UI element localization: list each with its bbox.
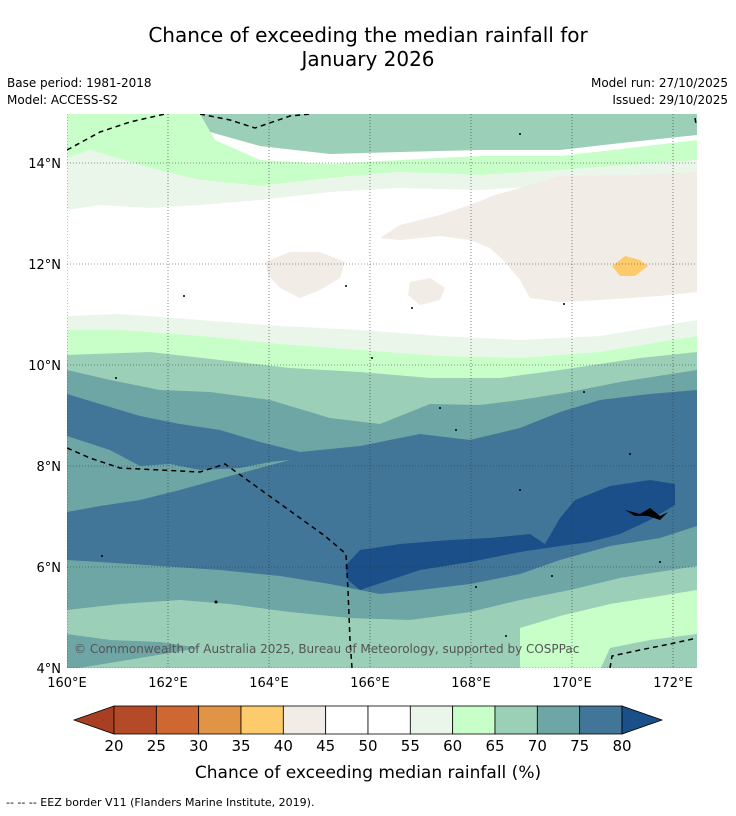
- colorbar-tick-label: 30: [189, 737, 208, 755]
- lon-label: 160°E: [47, 676, 87, 691]
- eez-border-n: [199, 114, 311, 129]
- colorbar-tick-label: 70: [528, 737, 547, 755]
- eez-border-ne: [694, 117, 697, 125]
- band-center-45-west: [265, 252, 345, 298]
- colorbar-arrow-high: [621, 705, 664, 735]
- colorbar-tick-label: 25: [147, 737, 166, 755]
- colorbar-swatch: [113, 705, 157, 735]
- eez-border-se: [609, 637, 697, 668]
- colorbar-tick-label: 50: [358, 737, 377, 755]
- colorbar-tick-label: 20: [104, 737, 123, 755]
- island-mark: [659, 561, 661, 563]
- island-mark: [583, 391, 585, 393]
- colorbar-swatch: [367, 705, 411, 735]
- lat-label: 14°N: [28, 157, 61, 172]
- island-mark: [475, 586, 477, 588]
- band-center-45-mid: [408, 278, 445, 305]
- lon-label: 166°E: [350, 676, 390, 691]
- eez-border-nw: [67, 114, 166, 151]
- colorbar-swatch: [155, 705, 200, 735]
- colorbar-tick-label: 65: [485, 737, 504, 755]
- lon-label: 168°E: [451, 676, 491, 691]
- issued-date: Issued: 29/10/2025: [612, 93, 728, 107]
- island-mark: [505, 635, 507, 637]
- colorbar-swatch: [494, 705, 538, 735]
- island-mark: [345, 285, 347, 287]
- colorbar-tick-label: 80: [612, 737, 631, 755]
- colorbar-tick-label: 45: [316, 737, 335, 755]
- lon-tick-labels: 160°E 162°E 164°E 166°E 168°E 170°E 172°…: [47, 676, 693, 691]
- eez-footnote: -- -- -- EEZ border V11 (Flanders Marine…: [6, 796, 315, 809]
- colorbar: 20 25 30 35 40 45 50 55 60 65 70 75 80: [72, 705, 664, 755]
- lon-label: 172°E: [653, 676, 693, 691]
- base-period: Base period: 1981-2018: [7, 76, 152, 90]
- island-mark: [519, 133, 521, 135]
- lat-label: 6°N: [37, 561, 62, 576]
- colorbar-swatch: [198, 705, 242, 735]
- band-south-80-75-west: [67, 436, 290, 512]
- island-mark: [371, 357, 373, 359]
- island-mark: [183, 295, 185, 297]
- band-north-70: [190, 114, 697, 154]
- spot-35: [612, 256, 648, 276]
- model-name: Model: ACCESS-S2: [7, 93, 119, 107]
- colorbar-swatch: [282, 705, 327, 735]
- colorbar-tick-label: 60: [443, 737, 462, 755]
- copyright-notice: © Commonwealth of Australia 2025, Bureau…: [74, 642, 579, 656]
- lon-label: 170°E: [552, 676, 592, 691]
- lon-label: 162°E: [148, 676, 188, 691]
- band-north-60: [67, 150, 697, 210]
- colorbar-swatch: [579, 705, 623, 735]
- eez-borders: [67, 114, 697, 668]
- colorbar-swatch: [536, 705, 581, 735]
- island-mark: [439, 407, 441, 409]
- colorbar-swatch: [452, 705, 496, 735]
- island-mark: [101, 555, 103, 557]
- model-run: Model run: 27/10/2025: [590, 76, 728, 90]
- island-mark: [214, 600, 218, 604]
- island-shape: [625, 508, 668, 520]
- island-mark: [563, 303, 565, 305]
- lat-label: 8°N: [37, 460, 62, 475]
- island-mark: [629, 453, 631, 455]
- island-mark: [115, 377, 117, 379]
- colorbar-swatch: [325, 705, 369, 735]
- lon-label: 164°E: [249, 676, 289, 691]
- band-south-75-patch: [67, 634, 200, 668]
- colorbar-tick-label: 35: [231, 737, 250, 755]
- band-south-85-core: [345, 480, 675, 590]
- eez-border-west: [67, 447, 353, 668]
- band-north-65-b: [67, 114, 697, 186]
- island-mark: [455, 429, 457, 431]
- chart-title-line1: Chance of exceeding the median rainfall …: [148, 23, 588, 47]
- lat-label: 12°N: [28, 258, 61, 273]
- colorbar-swatch: [409, 705, 454, 735]
- island-markers: [101, 133, 668, 637]
- chart-title-line2: January 2026: [301, 47, 435, 71]
- island-mark: [551, 575, 553, 577]
- colorbar-tick-label: 75: [570, 737, 589, 755]
- island-mark: [411, 307, 413, 309]
- colorbar-arrow-low: [72, 705, 115, 735]
- lat-label: 4°N: [37, 662, 62, 677]
- island-mark: [519, 489, 521, 491]
- colorbar-label: Chance of exceeding median rainfall (%): [195, 763, 541, 783]
- colorbar-tick-label: 40: [274, 737, 293, 755]
- gridlines: [67, 114, 697, 668]
- map-plot-area: [67, 114, 697, 668]
- lat-label: 10°N: [28, 359, 61, 374]
- lat-tick-labels: 14°N 12°N 10°N 8°N 6°N 4°N: [28, 157, 61, 677]
- colorbar-tick-label: 55: [401, 737, 420, 755]
- colorbar-swatch: [240, 705, 284, 735]
